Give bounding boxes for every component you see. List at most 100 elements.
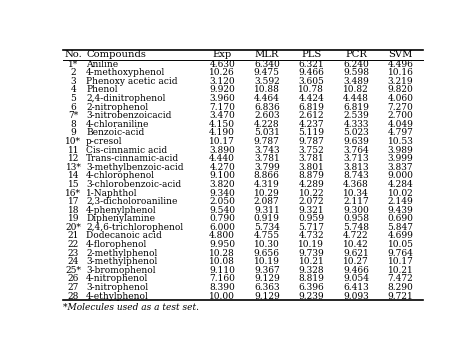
- Text: 8.879: 8.879: [299, 171, 324, 180]
- Text: 10.16: 10.16: [388, 68, 413, 77]
- Text: 10.05: 10.05: [388, 240, 414, 249]
- Text: 2.612: 2.612: [299, 111, 324, 120]
- Text: 9.000: 9.000: [388, 171, 413, 180]
- Text: 4.755: 4.755: [254, 231, 280, 240]
- Text: 9.621: 9.621: [343, 248, 369, 258]
- Text: 3.592: 3.592: [254, 77, 280, 86]
- Text: Trans-cinnamic-acid: Trans-cinnamic-acid: [86, 154, 179, 163]
- Text: 9.328: 9.328: [299, 266, 324, 275]
- Text: 5.717: 5.717: [298, 223, 324, 232]
- Text: 9.787: 9.787: [299, 137, 324, 146]
- Text: 3.120: 3.120: [210, 77, 235, 86]
- Text: 5.119: 5.119: [298, 129, 324, 137]
- Text: 4.448: 4.448: [343, 94, 369, 103]
- Text: 6.000: 6.000: [209, 223, 235, 232]
- Text: 1*: 1*: [68, 60, 79, 69]
- Text: 6.321: 6.321: [299, 60, 324, 69]
- Text: 3.605: 3.605: [299, 77, 324, 86]
- Text: 9.093: 9.093: [343, 292, 369, 300]
- Text: PLS: PLS: [301, 50, 321, 59]
- Text: 20*: 20*: [65, 223, 82, 232]
- Text: 27: 27: [68, 283, 79, 292]
- Text: 6.240: 6.240: [343, 60, 369, 69]
- Text: 10.02: 10.02: [388, 189, 413, 198]
- Text: 2.072: 2.072: [299, 197, 324, 206]
- Text: 3.960: 3.960: [210, 94, 235, 103]
- Text: 10.22: 10.22: [299, 189, 324, 198]
- Text: 9.100: 9.100: [209, 171, 235, 180]
- Text: 8.866: 8.866: [254, 171, 280, 180]
- Text: Compounds: Compounds: [86, 50, 146, 59]
- Text: 3.820: 3.820: [210, 180, 235, 189]
- Text: 28: 28: [68, 292, 79, 300]
- Text: 3-methylphenol: 3-methylphenol: [86, 257, 157, 266]
- Text: 10*: 10*: [65, 137, 82, 146]
- Text: 4.732: 4.732: [299, 231, 324, 240]
- Text: 9.300: 9.300: [343, 206, 369, 215]
- Text: 9.321: 9.321: [299, 206, 324, 215]
- Text: 7.472: 7.472: [388, 274, 413, 283]
- Text: 2: 2: [71, 68, 76, 77]
- Text: 3: 3: [71, 77, 76, 86]
- Text: 3-bromophenol: 3-bromophenol: [86, 266, 155, 275]
- Text: 6.396: 6.396: [299, 283, 324, 292]
- Text: 3.999: 3.999: [388, 154, 413, 163]
- Text: 2,3-dicholoroaniline: 2,3-dicholoroaniline: [86, 197, 177, 206]
- Text: 6.819: 6.819: [299, 103, 324, 112]
- Text: 9.820: 9.820: [388, 85, 413, 94]
- Text: 10.21: 10.21: [388, 266, 413, 275]
- Text: 9.787: 9.787: [254, 137, 280, 146]
- Text: 4-phenylphenol: 4-phenylphenol: [86, 206, 157, 215]
- Text: 9.739: 9.739: [299, 248, 324, 258]
- Text: 3-nitrophenol: 3-nitrophenol: [86, 283, 148, 292]
- Text: 1-Naphthol: 1-Naphthol: [86, 189, 137, 198]
- Text: 9.466: 9.466: [299, 68, 324, 77]
- Text: 10.21: 10.21: [299, 257, 324, 266]
- Text: 8.819: 8.819: [299, 274, 324, 283]
- Text: 2.149: 2.149: [388, 197, 413, 206]
- Text: 5.023: 5.023: [343, 129, 369, 137]
- Text: 10.29: 10.29: [254, 189, 280, 198]
- Text: 21: 21: [68, 231, 79, 240]
- Text: 5.734: 5.734: [254, 223, 280, 232]
- Text: 9.540: 9.540: [209, 206, 235, 215]
- Text: 5.847: 5.847: [388, 223, 414, 232]
- Text: 4.284: 4.284: [388, 180, 413, 189]
- Text: 4.060: 4.060: [388, 94, 413, 103]
- Text: 9.367: 9.367: [254, 266, 280, 275]
- Text: 0.690: 0.690: [388, 214, 413, 223]
- Text: Aniline: Aniline: [86, 60, 118, 69]
- Text: 8.743: 8.743: [343, 171, 369, 180]
- Text: 9.920: 9.920: [210, 85, 235, 94]
- Text: 2.603: 2.603: [254, 111, 280, 120]
- Text: 3-methylbenzoic-acid: 3-methylbenzoic-acid: [86, 163, 183, 172]
- Text: 4-ethylphenol: 4-ethylphenol: [86, 292, 149, 300]
- Text: 4.630: 4.630: [210, 60, 235, 69]
- Text: 7.170: 7.170: [209, 103, 235, 112]
- Text: 6.413: 6.413: [343, 283, 369, 292]
- Text: 6.363: 6.363: [254, 283, 280, 292]
- Text: MLR: MLR: [255, 50, 279, 59]
- Text: 10.82: 10.82: [343, 85, 369, 94]
- Text: 10.28: 10.28: [210, 248, 235, 258]
- Text: 3.799: 3.799: [254, 163, 280, 172]
- Text: 3.781: 3.781: [254, 154, 280, 163]
- Text: 7*: 7*: [68, 111, 79, 120]
- Text: 10.00: 10.00: [209, 292, 235, 300]
- Text: 10.30: 10.30: [254, 240, 280, 249]
- Text: 12: 12: [68, 154, 79, 163]
- Text: 10.19: 10.19: [299, 240, 324, 249]
- Text: 4.333: 4.333: [343, 120, 369, 129]
- Text: PCR: PCR: [345, 50, 367, 59]
- Text: Exp: Exp: [212, 50, 232, 59]
- Text: 2.700: 2.700: [388, 111, 413, 120]
- Text: 10.53: 10.53: [388, 137, 413, 146]
- Text: 0.919: 0.919: [254, 214, 280, 223]
- Text: 8.290: 8.290: [388, 283, 413, 292]
- Text: 9.311: 9.311: [254, 206, 280, 215]
- Text: p-cresol: p-cresol: [86, 137, 123, 146]
- Text: 9.656: 9.656: [254, 248, 280, 258]
- Text: 10.08: 10.08: [209, 257, 235, 266]
- Text: 14: 14: [68, 171, 79, 180]
- Text: 3.801: 3.801: [299, 163, 324, 172]
